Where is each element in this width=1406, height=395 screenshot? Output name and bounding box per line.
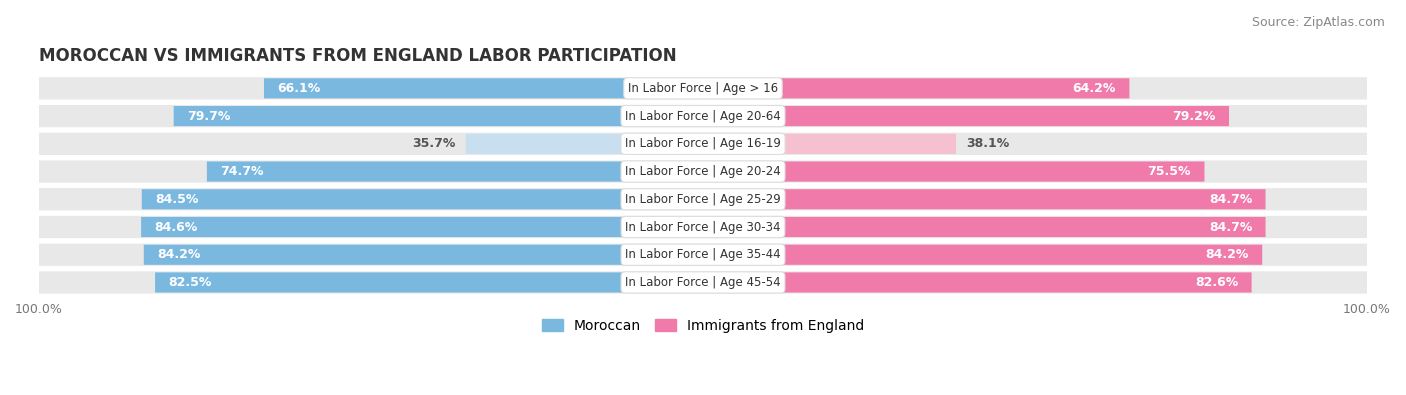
- Text: 38.1%: 38.1%: [966, 137, 1010, 150]
- Text: 84.7%: 84.7%: [1209, 220, 1253, 233]
- FancyBboxPatch shape: [39, 271, 1367, 293]
- Text: 74.7%: 74.7%: [221, 165, 264, 178]
- FancyBboxPatch shape: [703, 189, 1265, 209]
- FancyBboxPatch shape: [39, 216, 1367, 238]
- Text: 75.5%: 75.5%: [1147, 165, 1191, 178]
- Text: 84.2%: 84.2%: [157, 248, 201, 261]
- FancyBboxPatch shape: [142, 189, 703, 209]
- Text: 79.7%: 79.7%: [187, 109, 231, 122]
- FancyBboxPatch shape: [174, 106, 703, 126]
- Text: In Labor Force | Age 20-64: In Labor Force | Age 20-64: [626, 109, 780, 122]
- Text: In Labor Force | Age 35-44: In Labor Force | Age 35-44: [626, 248, 780, 261]
- FancyBboxPatch shape: [141, 217, 703, 237]
- Text: In Labor Force | Age 16-19: In Labor Force | Age 16-19: [626, 137, 780, 150]
- Text: In Labor Force | Age > 16: In Labor Force | Age > 16: [628, 82, 778, 95]
- Text: MOROCCAN VS IMMIGRANTS FROM ENGLAND LABOR PARTICIPATION: MOROCCAN VS IMMIGRANTS FROM ENGLAND LABO…: [39, 47, 676, 65]
- Text: 84.5%: 84.5%: [155, 193, 198, 206]
- FancyBboxPatch shape: [155, 273, 703, 293]
- Text: 79.2%: 79.2%: [1173, 109, 1216, 122]
- Text: In Labor Force | Age 20-24: In Labor Force | Age 20-24: [626, 165, 780, 178]
- Text: 84.6%: 84.6%: [155, 220, 198, 233]
- Text: In Labor Force | Age 30-34: In Labor Force | Age 30-34: [626, 220, 780, 233]
- FancyBboxPatch shape: [39, 244, 1367, 266]
- FancyBboxPatch shape: [39, 77, 1367, 100]
- FancyBboxPatch shape: [703, 217, 1265, 237]
- Text: 66.1%: 66.1%: [277, 82, 321, 95]
- Text: In Labor Force | Age 45-54: In Labor Force | Age 45-54: [626, 276, 780, 289]
- FancyBboxPatch shape: [703, 162, 1205, 182]
- Text: 82.5%: 82.5%: [169, 276, 212, 289]
- FancyBboxPatch shape: [39, 105, 1367, 127]
- Text: In Labor Force | Age 25-29: In Labor Force | Age 25-29: [626, 193, 780, 206]
- FancyBboxPatch shape: [143, 245, 703, 265]
- Text: Source: ZipAtlas.com: Source: ZipAtlas.com: [1251, 16, 1385, 29]
- FancyBboxPatch shape: [703, 106, 1229, 126]
- FancyBboxPatch shape: [703, 245, 1263, 265]
- FancyBboxPatch shape: [39, 188, 1367, 211]
- FancyBboxPatch shape: [703, 273, 1251, 293]
- FancyBboxPatch shape: [39, 160, 1367, 183]
- Legend: Moroccan, Immigrants from England: Moroccan, Immigrants from England: [536, 313, 870, 338]
- Text: 84.7%: 84.7%: [1209, 193, 1253, 206]
- Text: 84.2%: 84.2%: [1205, 248, 1249, 261]
- Text: 82.6%: 82.6%: [1195, 276, 1239, 289]
- FancyBboxPatch shape: [465, 134, 703, 154]
- FancyBboxPatch shape: [703, 134, 956, 154]
- FancyBboxPatch shape: [264, 78, 703, 98]
- Text: 35.7%: 35.7%: [412, 137, 456, 150]
- FancyBboxPatch shape: [207, 162, 703, 182]
- FancyBboxPatch shape: [39, 133, 1367, 155]
- FancyBboxPatch shape: [703, 78, 1129, 98]
- Text: 64.2%: 64.2%: [1073, 82, 1116, 95]
